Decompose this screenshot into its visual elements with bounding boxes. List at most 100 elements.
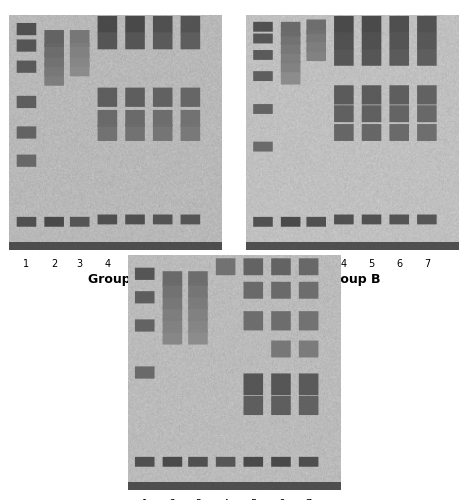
FancyBboxPatch shape bbox=[44, 71, 64, 86]
FancyBboxPatch shape bbox=[417, 124, 437, 141]
Bar bbox=[128, 482, 341, 490]
FancyBboxPatch shape bbox=[299, 311, 318, 330]
FancyBboxPatch shape bbox=[299, 374, 318, 395]
FancyBboxPatch shape bbox=[44, 217, 64, 226]
FancyBboxPatch shape bbox=[417, 16, 437, 33]
Text: 3: 3 bbox=[313, 260, 319, 270]
FancyBboxPatch shape bbox=[299, 396, 318, 415]
FancyBboxPatch shape bbox=[70, 62, 89, 76]
FancyBboxPatch shape bbox=[188, 271, 208, 286]
FancyBboxPatch shape bbox=[188, 306, 208, 321]
FancyBboxPatch shape bbox=[271, 340, 291, 357]
FancyBboxPatch shape bbox=[362, 16, 381, 33]
FancyBboxPatch shape bbox=[362, 32, 381, 50]
FancyBboxPatch shape bbox=[417, 214, 437, 224]
FancyBboxPatch shape bbox=[44, 52, 64, 67]
FancyBboxPatch shape bbox=[70, 217, 89, 226]
FancyBboxPatch shape bbox=[17, 23, 36, 35]
FancyBboxPatch shape bbox=[70, 30, 89, 47]
FancyBboxPatch shape bbox=[188, 330, 208, 344]
Text: 2: 2 bbox=[51, 260, 57, 270]
FancyBboxPatch shape bbox=[389, 105, 409, 122]
FancyBboxPatch shape bbox=[97, 88, 117, 107]
FancyBboxPatch shape bbox=[163, 330, 182, 344]
FancyBboxPatch shape bbox=[389, 16, 409, 33]
FancyBboxPatch shape bbox=[253, 104, 273, 114]
FancyBboxPatch shape bbox=[188, 318, 208, 333]
FancyBboxPatch shape bbox=[244, 282, 263, 298]
FancyBboxPatch shape bbox=[44, 43, 64, 58]
FancyBboxPatch shape bbox=[253, 142, 273, 152]
FancyBboxPatch shape bbox=[135, 291, 155, 304]
FancyBboxPatch shape bbox=[334, 124, 354, 141]
FancyBboxPatch shape bbox=[334, 86, 354, 104]
FancyBboxPatch shape bbox=[70, 43, 89, 58]
FancyBboxPatch shape bbox=[153, 16, 173, 33]
Text: 5: 5 bbox=[368, 260, 375, 270]
FancyBboxPatch shape bbox=[163, 318, 182, 333]
FancyBboxPatch shape bbox=[163, 283, 182, 298]
FancyBboxPatch shape bbox=[281, 72, 300, 85]
FancyBboxPatch shape bbox=[417, 86, 437, 104]
FancyBboxPatch shape bbox=[44, 62, 64, 76]
FancyBboxPatch shape bbox=[125, 88, 145, 107]
FancyBboxPatch shape bbox=[153, 214, 173, 224]
FancyBboxPatch shape bbox=[307, 20, 326, 34]
FancyBboxPatch shape bbox=[362, 214, 381, 224]
FancyBboxPatch shape bbox=[135, 457, 155, 466]
Bar bbox=[246, 242, 459, 250]
FancyBboxPatch shape bbox=[181, 32, 200, 50]
FancyBboxPatch shape bbox=[97, 214, 117, 224]
FancyBboxPatch shape bbox=[188, 294, 208, 310]
FancyBboxPatch shape bbox=[299, 258, 318, 275]
FancyBboxPatch shape bbox=[334, 16, 354, 33]
FancyBboxPatch shape bbox=[299, 340, 318, 357]
FancyBboxPatch shape bbox=[135, 268, 155, 280]
FancyBboxPatch shape bbox=[362, 49, 381, 66]
FancyBboxPatch shape bbox=[163, 306, 182, 321]
FancyBboxPatch shape bbox=[417, 49, 437, 66]
Text: 4: 4 bbox=[341, 260, 347, 270]
FancyBboxPatch shape bbox=[244, 258, 263, 275]
FancyBboxPatch shape bbox=[281, 60, 300, 73]
FancyBboxPatch shape bbox=[181, 110, 200, 127]
FancyBboxPatch shape bbox=[281, 22, 300, 36]
FancyBboxPatch shape bbox=[244, 457, 263, 466]
FancyBboxPatch shape bbox=[125, 16, 145, 33]
Text: 1: 1 bbox=[260, 260, 266, 270]
FancyBboxPatch shape bbox=[188, 283, 208, 298]
FancyBboxPatch shape bbox=[181, 214, 200, 224]
FancyBboxPatch shape bbox=[281, 217, 300, 226]
FancyBboxPatch shape bbox=[389, 124, 409, 141]
FancyBboxPatch shape bbox=[299, 282, 318, 298]
FancyBboxPatch shape bbox=[362, 105, 381, 122]
FancyBboxPatch shape bbox=[307, 40, 326, 52]
FancyBboxPatch shape bbox=[281, 51, 300, 64]
FancyBboxPatch shape bbox=[417, 32, 437, 50]
FancyBboxPatch shape bbox=[299, 457, 318, 466]
FancyBboxPatch shape bbox=[135, 320, 155, 332]
FancyBboxPatch shape bbox=[17, 154, 36, 167]
FancyBboxPatch shape bbox=[125, 214, 145, 224]
FancyBboxPatch shape bbox=[334, 214, 354, 224]
FancyBboxPatch shape bbox=[181, 88, 200, 107]
FancyBboxPatch shape bbox=[389, 86, 409, 104]
Text: 3: 3 bbox=[77, 260, 83, 270]
FancyBboxPatch shape bbox=[271, 258, 291, 275]
FancyBboxPatch shape bbox=[153, 32, 173, 50]
FancyBboxPatch shape bbox=[389, 49, 409, 66]
Text: Group A: Group A bbox=[88, 274, 144, 286]
FancyBboxPatch shape bbox=[163, 294, 182, 310]
Text: 6: 6 bbox=[396, 260, 402, 270]
FancyBboxPatch shape bbox=[253, 22, 273, 32]
FancyBboxPatch shape bbox=[271, 282, 291, 298]
FancyBboxPatch shape bbox=[334, 49, 354, 66]
FancyBboxPatch shape bbox=[153, 88, 173, 107]
FancyBboxPatch shape bbox=[70, 52, 89, 67]
FancyBboxPatch shape bbox=[97, 110, 117, 127]
FancyBboxPatch shape bbox=[97, 124, 117, 141]
FancyBboxPatch shape bbox=[163, 457, 182, 466]
FancyBboxPatch shape bbox=[17, 40, 36, 52]
Text: 4: 4 bbox=[105, 260, 110, 270]
FancyBboxPatch shape bbox=[362, 86, 381, 104]
